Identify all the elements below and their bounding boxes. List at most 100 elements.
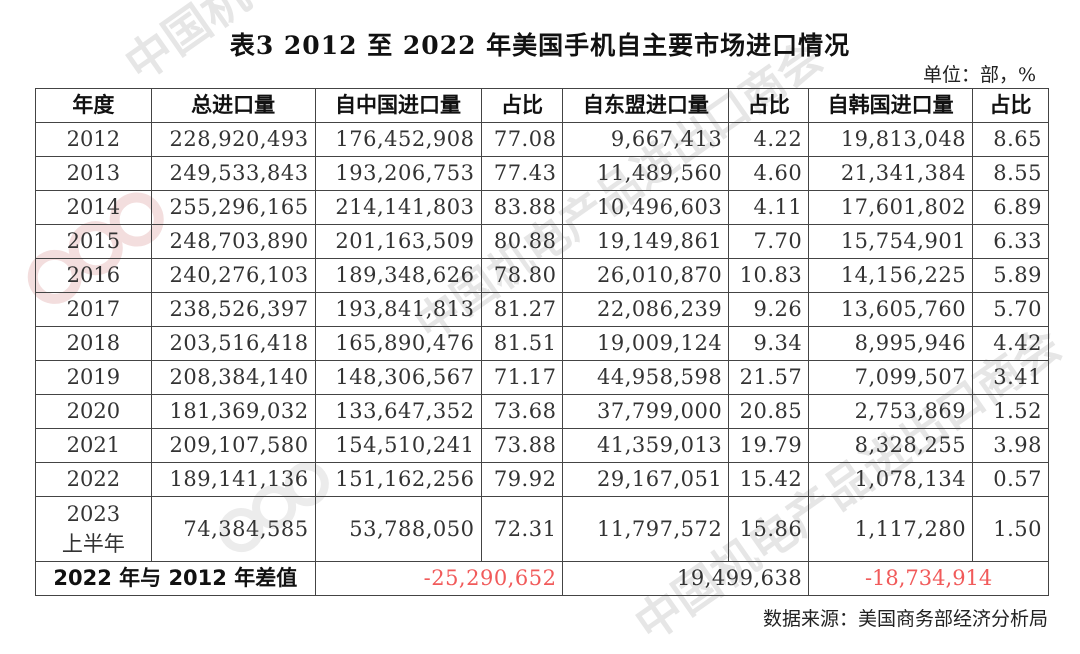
asean-cell: 26,010,870 [562, 258, 730, 293]
year-cell: 2013 [35, 156, 152, 191]
table-title: 表3 2012 至 2022 年美国手机自主要市场进口情况 [229, 31, 851, 60]
korea-cell: 13,605,760 [808, 292, 974, 327]
col-header-korea-pct: 占比 [972, 88, 1049, 123]
year-cell: 2019 [35, 360, 152, 395]
china-cell: 176,452,908 [314, 122, 482, 157]
header-row: 年度 总进口量 自中国进口量 占比 自东盟进口量 占比 自韩国进口量 占比 [35, 88, 1049, 123]
asean-cell: 19,009,124 [562, 326, 730, 361]
total-cell: 181,369,032 [150, 394, 316, 429]
total-cell: 208,384,140 [150, 360, 316, 395]
china-pct-cell: 79.92 [480, 462, 564, 497]
korea-cell: 17,601,802 [808, 190, 974, 225]
china-cell: 148,306,567 [314, 360, 482, 395]
table-row: 2015 248,703,890 201,163,509 80.88 19,149,86… [35, 224, 1049, 259]
asean-pct-cell: 10.83 [728, 258, 810, 293]
year-cell: 2014 [35, 190, 152, 225]
china-pct-cell: 73.68 [480, 394, 564, 429]
year-cell: 2022 [35, 462, 152, 497]
asean-pct-cell: 4.60 [728, 156, 810, 191]
china-cell: 189,348,626 [314, 258, 482, 293]
asean-cell: 9,667,413 [562, 122, 730, 157]
china-pct-cell: 81.51 [480, 326, 564, 361]
china-diff-cell: -25,290,652 [314, 561, 564, 596]
asean-pct-cell: 21.57 [728, 360, 810, 395]
col-header-china-pct: 占比 [480, 88, 564, 123]
col-header-year: 年度 [35, 88, 152, 123]
china-cell: 214,141,803 [314, 190, 482, 225]
col-header-total: 总进口量 [150, 88, 316, 123]
asean-cell: 22,086,239 [562, 292, 730, 327]
table-row: 2016 240,276,103 189,348,626 78.80 26,010,87… [35, 258, 1049, 293]
year-cell: 2020 [35, 394, 152, 429]
korea-diff-cell: -18,734,914 [808, 561, 1049, 596]
asean-cell: 11,797,572 [562, 496, 730, 562]
china-pct-cell: 77.08 [480, 122, 564, 157]
table-row: 2012 228,920,493 176,452,908 77.08 9,667,413… [35, 122, 1049, 157]
korea-pct-cell: 3.98 [972, 428, 1049, 463]
total-cell: 209,107,580 [150, 428, 316, 463]
china-pct-cell: 73.88 [480, 428, 564, 463]
asean-pct-cell: 15.86 [728, 496, 810, 562]
total-cell: 203,516,418 [150, 326, 316, 361]
year-cell: 2012 [35, 122, 152, 157]
unit-note: 单位：部，% [922, 64, 1036, 86]
diff-label: 2022 年与 2012 年差值 [35, 561, 316, 596]
china-cell: 154,510,241 [314, 428, 482, 463]
total-cell: 248,703,890 [150, 224, 316, 259]
china-pct-cell: 83.88 [480, 190, 564, 225]
china-cell: 201,163,509 [314, 224, 482, 259]
korea-pct-cell: 1.50 [972, 496, 1049, 562]
korea-pct-cell: 5.70 [972, 292, 1049, 327]
total-cell: 74,384,585 [150, 496, 316, 562]
korea-pct-cell: 4.42 [972, 326, 1049, 361]
table-row: 2021 209,107,580 154,510,241 73.88 41,359,01… [35, 428, 1049, 463]
year-cell: 2021 [35, 428, 152, 463]
korea-pct-cell: 5.89 [972, 258, 1049, 293]
total-cell: 249,533,843 [150, 156, 316, 191]
asean-cell: 44,958,598 [562, 360, 730, 395]
china-pct-cell: 80.88 [480, 224, 564, 259]
table-row: 2013 249,533,843 193,206,753 77.43 11,489,56… [35, 156, 1049, 191]
korea-pct-cell: 6.33 [972, 224, 1049, 259]
total-cell: 189,141,136 [150, 462, 316, 497]
china-cell: 133,647,352 [314, 394, 482, 429]
korea-pct-cell: 8.55 [972, 156, 1049, 191]
table-row: 2019 208,384,140 148,306,567 71.17 44,958,59… [35, 360, 1049, 395]
korea-cell: 15,754,901 [808, 224, 974, 259]
total-cell: 240,276,103 [150, 258, 316, 293]
korea-cell: 19,813,048 [808, 122, 974, 157]
year-cell: 2018 [35, 326, 152, 361]
diff-row: 2022 年与 2012 年差值 -25,290,652 19,499,638 … [35, 561, 1049, 596]
year-cell: 2017 [35, 292, 152, 327]
col-header-asean-pct: 占比 [728, 88, 810, 123]
korea-cell: 1,117,280 [808, 496, 974, 562]
korea-cell: 7,099,507 [808, 360, 974, 395]
col-header-korea: 自韩国进口量 [808, 88, 974, 123]
china-cell: 151,162,256 [314, 462, 482, 497]
asean-pct-cell: 19.79 [728, 428, 810, 463]
asean-pct-cell: 9.34 [728, 326, 810, 361]
china-cell: 193,841,813 [314, 292, 482, 327]
asean-cell: 10,496,603 [562, 190, 730, 225]
col-header-asean: 自东盟进口量 [562, 88, 730, 123]
asean-cell: 29,167,051 [562, 462, 730, 497]
korea-cell: 21,341,384 [808, 156, 974, 191]
table-row: 2014 255,296,165 214,141,803 83.88 10,496,60… [35, 190, 1049, 225]
china-cell: 193,206,753 [314, 156, 482, 191]
table-row: 2017 238,526,397 193,841,813 81.27 22,086,23… [35, 292, 1049, 327]
china-cell: 53,788,050 [314, 496, 482, 562]
china-pct-cell: 77.43 [480, 156, 564, 191]
year-cell: 2016 [35, 258, 152, 293]
china-pct-cell: 78.80 [480, 258, 564, 293]
asean-pct-cell: 15.42 [728, 462, 810, 497]
import-table: 年度 总进口量 自中国进口量 占比 自东盟进口量 占比 自韩国进口量 占比 20… [35, 88, 1049, 596]
korea-cell: 1,078,134 [808, 462, 974, 497]
china-cell: 165,890,476 [314, 326, 482, 361]
year-cell: 2023 上半年 [35, 496, 152, 562]
china-pct-cell: 71.17 [480, 360, 564, 395]
korea-pct-cell: 6.89 [972, 190, 1049, 225]
korea-cell: 14,156,225 [808, 258, 974, 293]
table-row-2023-half: 2023 上半年 74,384,585 53,788,050 72.31 11,… [35, 496, 1049, 562]
year-cell: 2015 [35, 224, 152, 259]
total-cell: 255,296,165 [150, 190, 316, 225]
